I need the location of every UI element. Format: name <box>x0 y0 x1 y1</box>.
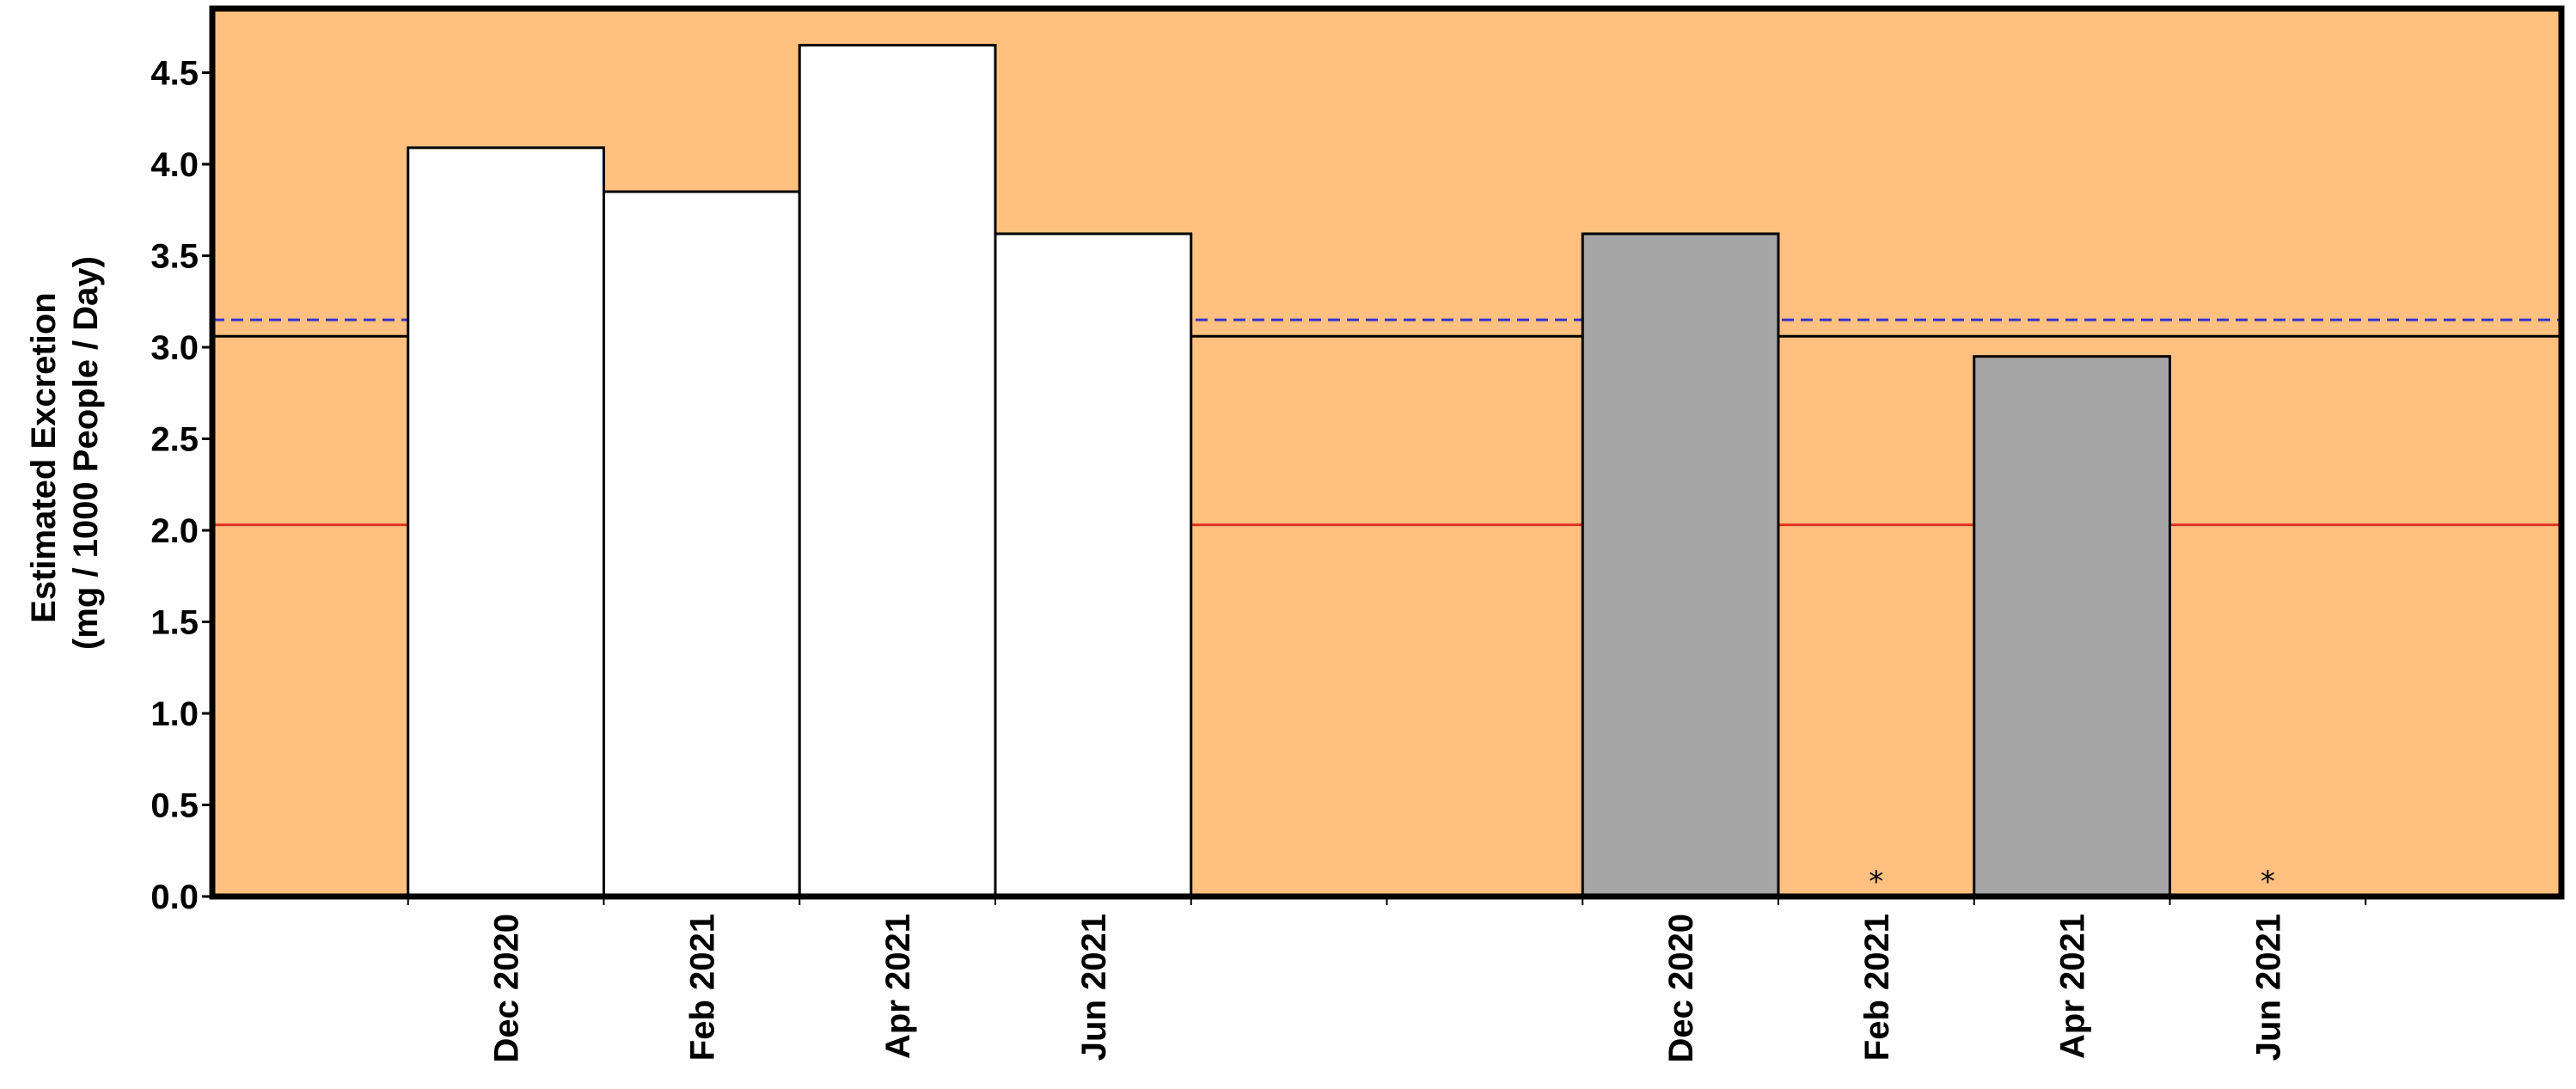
bar-group2-1 <box>1581 232 1780 898</box>
x-tick-label: Jun 2021 <box>1075 914 1113 1061</box>
x-tick-label: Feb 2021 <box>1858 914 1896 1061</box>
bar-group1-2 <box>603 190 801 898</box>
bar-group1-4 <box>994 232 1193 898</box>
x-tick-label: Apr 2021 <box>879 914 917 1059</box>
y-tick-label: 2.0 <box>150 512 199 550</box>
y-tick-label: 2.5 <box>150 421 199 459</box>
y-tick-label: 4.0 <box>150 146 199 184</box>
x-tick-label: Jun 2021 <box>2249 914 2287 1061</box>
y-tick-label: 0.5 <box>150 787 199 825</box>
missing-markers: * * <box>1869 865 2275 899</box>
y-axis: 0.0 0.5 1.0 1.5 2.0 2.5 3.0 3.5 4.0 4.5 <box>150 55 212 916</box>
x-tick-label: Apr 2021 <box>2054 914 2092 1059</box>
y-axis-title: Estimated Excretion (mg / 1000 People / … <box>25 256 105 650</box>
bar-group1-1 <box>407 146 605 898</box>
missing-data-marker: * <box>1869 865 1883 899</box>
y-tick-label: 1.0 <box>150 695 199 733</box>
missing-data-marker: * <box>2261 865 2275 899</box>
y-axis-title-line2: (mg / 1000 People / Day) <box>67 256 105 650</box>
y-tick-label: 3.0 <box>150 329 199 367</box>
y-tick-label: 0.0 <box>150 878 199 916</box>
y-axis-title-line1: Estimated Excretion <box>25 292 63 623</box>
x-tick-label: Dec 2020 <box>488 914 526 1062</box>
bar-group1-3 <box>798 44 997 898</box>
x-tick-label: Feb 2021 <box>683 914 721 1061</box>
y-tick-label: 3.5 <box>150 238 199 276</box>
x-tick-label: Dec 2020 <box>1662 914 1700 1062</box>
y-tick-label: 4.5 <box>150 55 199 93</box>
x-axis: Dec 2020 Feb 2021 Apr 2021 Jun 2021 Dec 2020… <box>407 896 2367 1062</box>
y-tick-label: 1.5 <box>150 604 199 642</box>
bar-group2-3 <box>1973 355 2171 898</box>
